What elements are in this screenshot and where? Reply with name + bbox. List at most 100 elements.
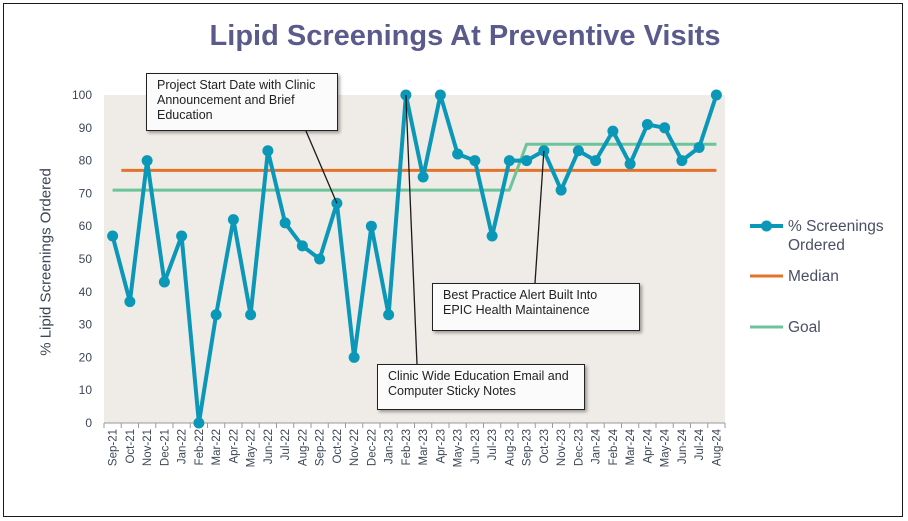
x-tick-label: Apr-22 xyxy=(228,429,240,464)
data-point xyxy=(624,158,636,170)
data-point xyxy=(641,119,653,131)
x-tick-label: May-24 xyxy=(660,428,672,467)
x-tick-label: Mar-23 xyxy=(418,429,430,465)
annotation-leader-line xyxy=(305,130,338,204)
data-point xyxy=(193,417,205,429)
annotation-clinic-email: Clinic Wide Education Email and Computer… xyxy=(377,364,585,410)
x-tick-label: Dec-22 xyxy=(366,429,378,466)
data-point xyxy=(417,171,429,183)
x-tick-label: May-23 xyxy=(453,429,465,467)
x-tick-label: Dec-23 xyxy=(573,429,585,466)
x-tick-label: Mar-24 xyxy=(625,428,637,465)
chart-title: Lipid Screenings At Preventive Visits xyxy=(209,20,721,52)
x-tick-label: Sep-21 xyxy=(108,429,120,466)
y-tick-label: 30 xyxy=(79,318,93,332)
data-point xyxy=(503,155,515,167)
data-point xyxy=(176,230,188,242)
x-tick-label: Aug-24 xyxy=(711,428,723,466)
data-point xyxy=(452,148,464,160)
x-tick-label: Feb-23 xyxy=(401,429,413,465)
x-tick-label: Sep-23 xyxy=(522,429,534,466)
legend-label-screenings: % Screenings Ordered xyxy=(788,218,884,254)
x-tick-label: Jun-24 xyxy=(677,428,689,464)
x-tick-label: Aug-23 xyxy=(504,429,516,466)
x-tick-label: Nov-23 xyxy=(556,429,568,466)
data-point xyxy=(314,253,326,265)
data-point xyxy=(383,309,395,321)
legend: % Screenings Ordered Median Goal xyxy=(750,218,884,336)
y-tick-label: 100 xyxy=(72,88,92,102)
series-line-goal xyxy=(112,142,717,192)
x-tick-label: Aug-22 xyxy=(297,429,309,466)
x-tick-label: Mar-22 xyxy=(211,429,223,465)
series-points xyxy=(107,89,722,429)
data-point xyxy=(296,240,308,252)
x-tick-label: Jul-22 xyxy=(280,429,292,460)
data-point xyxy=(607,125,619,137)
x-tick-label: Feb-24 xyxy=(608,428,620,465)
data-point xyxy=(693,141,705,153)
data-point xyxy=(210,309,222,321)
data-point xyxy=(469,155,481,167)
x-tick-label: Oct-21 xyxy=(125,429,137,464)
x-tick-label: Jun-23 xyxy=(470,429,482,464)
x-tick-label: Apr-23 xyxy=(435,429,447,464)
y-tick-label: 20 xyxy=(79,350,93,364)
x-tick-label: Jan-24 xyxy=(591,428,603,464)
x-tick-label: Jan-23 xyxy=(384,429,396,464)
data-point xyxy=(107,230,119,242)
data-point xyxy=(227,214,239,226)
y-tick-label: 0 xyxy=(85,416,92,430)
annotation-leader-line xyxy=(534,150,545,284)
x-tick-label: Jul-24 xyxy=(694,428,706,460)
legend-marker-screenings xyxy=(761,220,772,232)
data-point xyxy=(262,145,274,157)
data-point xyxy=(434,89,446,101)
data-point xyxy=(348,351,360,363)
series-lines xyxy=(110,93,719,425)
data-point xyxy=(676,155,688,167)
data-point xyxy=(659,122,671,134)
y-tick-label: 60 xyxy=(79,219,93,233)
x-tick-label: Jan-22 xyxy=(177,429,189,464)
x-axis: Sep-21 Oct-21 Nov-21 Dec-21 Jan-22 Feb-22 Mar-… xyxy=(103,422,726,467)
data-point xyxy=(486,230,498,242)
annotation-project-start: Project Start Date with Clinic Announcem… xyxy=(146,73,338,131)
y-axis: 0 10 20 30 40 50 60 70 80 90 100 xyxy=(72,88,92,430)
annotation-leader-line xyxy=(405,94,418,365)
y-tick-label: 90 xyxy=(79,121,93,135)
legend-label-median: Median xyxy=(788,268,839,285)
x-tick-label: Jul-23 xyxy=(487,429,499,460)
data-point xyxy=(521,155,533,167)
data-point xyxy=(710,89,722,101)
data-point xyxy=(141,155,153,167)
y-tick-label: 40 xyxy=(79,285,93,299)
y-tick-label: 50 xyxy=(79,252,93,266)
data-point xyxy=(279,217,291,229)
data-point xyxy=(158,276,170,288)
x-tick-label: Jun-22 xyxy=(263,429,275,464)
x-tick-label: Oct-22 xyxy=(332,429,344,464)
x-tick-label: Apr-24 xyxy=(642,428,654,463)
x-tick-label: Nov-22 xyxy=(349,429,361,466)
data-point xyxy=(555,184,567,196)
data-point xyxy=(365,220,377,232)
x-tick-label: Feb-22 xyxy=(194,429,206,465)
data-point xyxy=(124,296,136,308)
x-tick-label: Dec-21 xyxy=(159,429,171,466)
legend-label-goal: Goal xyxy=(788,319,821,336)
x-tick-label: May-22 xyxy=(246,429,258,467)
annotation-bpa: Best Practice Alert Built Into EPIC Heal… xyxy=(432,283,640,331)
y-tick-label: 10 xyxy=(79,383,93,397)
y-tick-label: 70 xyxy=(79,186,93,200)
series-line-screenings xyxy=(110,93,719,425)
x-tick-label: Oct-23 xyxy=(539,429,551,464)
data-point xyxy=(590,155,602,167)
data-point xyxy=(245,309,257,321)
x-tick-label: Nov-21 xyxy=(142,429,154,466)
annotation-leaders xyxy=(305,94,545,365)
y-tick-label: 80 xyxy=(79,154,93,168)
x-tick-label: Sep-22 xyxy=(315,429,327,466)
data-point xyxy=(572,145,584,157)
